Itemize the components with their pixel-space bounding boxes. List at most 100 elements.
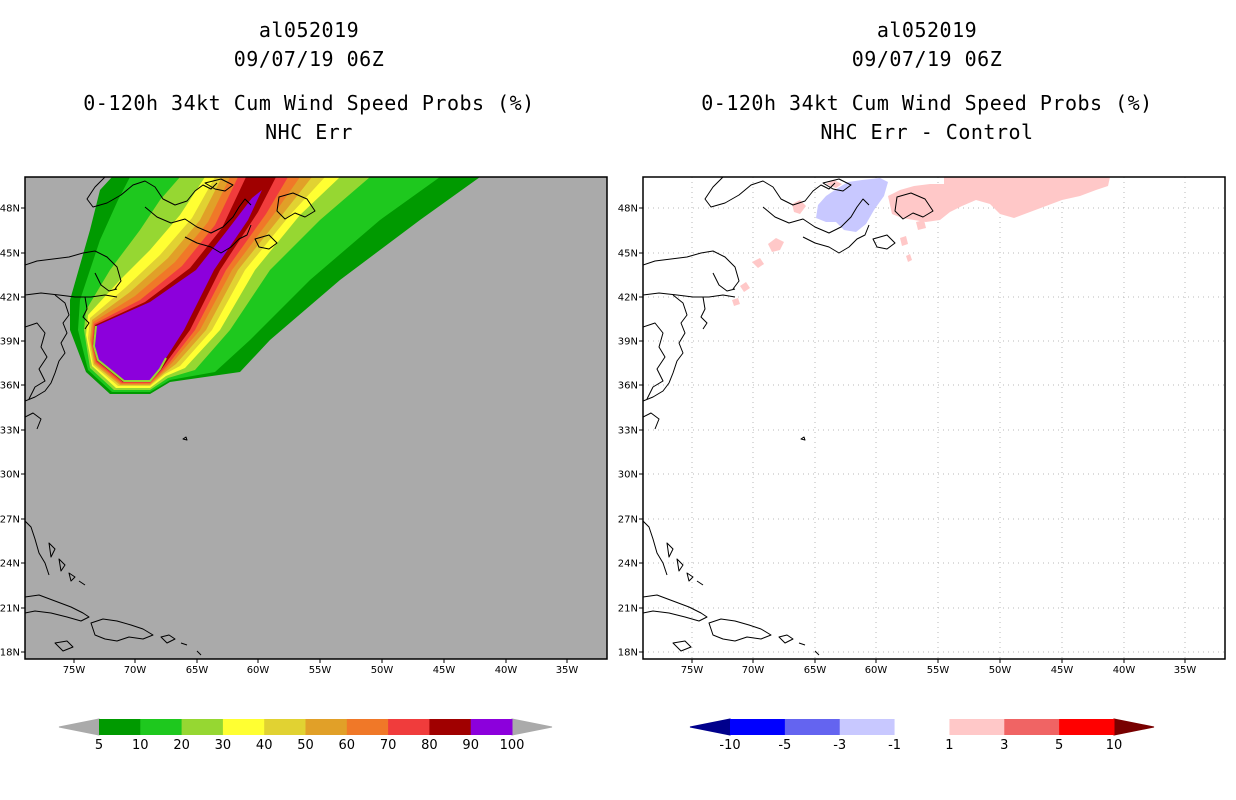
right-colorbar-label: 5: [1055, 738, 1063, 753]
left-lon-label: 55W: [309, 665, 332, 676]
right-colorbar-above-arrow: [1113, 718, 1155, 736]
left-lat-label: 24N: [0, 559, 20, 570]
right-map-background: [643, 177, 1225, 659]
right-colorbar-swatch: [784, 719, 841, 735]
left-lon-label: 65W: [186, 665, 209, 676]
right-colorbar-label: -1: [888, 738, 901, 753]
left-colorbar-label: 50: [297, 738, 314, 753]
left-datetime: 09/07/19 06Z: [233, 47, 385, 71]
right-colorbar-label: -3: [833, 738, 846, 753]
left-colorbar-label: 30: [215, 738, 232, 753]
left-lat-label: 45N: [0, 249, 20, 260]
right-lat-label: 33N: [618, 426, 638, 437]
left-colorbar-label: 60: [339, 738, 356, 753]
left-colorbar-label: 80: [421, 738, 438, 753]
left-colorbar-above-arrow: [511, 718, 553, 736]
left-colorbar-label: 20: [173, 738, 190, 753]
left-lon-label: 45W: [433, 665, 456, 676]
left-storm-id: al052019: [258, 18, 360, 42]
right-colorbar-label: 10: [1106, 738, 1123, 753]
right-colorbar-swatch: [1059, 719, 1115, 735]
left-colorbar-swatch: [140, 719, 183, 735]
left-colorbar: 5 10 20 30 40 50 60 70 80 90 100: [58, 718, 553, 753]
right-colorbar-label: 3: [1000, 738, 1008, 753]
left-colorbar-swatch: [222, 719, 265, 735]
right-colorbar-label: -5: [778, 738, 791, 753]
right-lon-label: 75W: [681, 665, 704, 676]
left-colorbar-label: 70: [380, 738, 397, 753]
left-colorbar-swatch: [429, 719, 472, 735]
left-colorbar-swatch: [388, 719, 430, 735]
right-lat-label: 24N: [618, 559, 638, 570]
right-lat-label: 21N: [618, 604, 638, 615]
right-colorbar-below-arrow: [689, 718, 731, 736]
right-lat-label: 36N: [618, 381, 638, 392]
right-colorbar-label: -10: [719, 738, 740, 753]
left-probability-field: [70, 177, 480, 394]
left-colorbar-label: 100: [500, 738, 525, 753]
left-colorbar-swatch: [264, 719, 306, 735]
right-product-title: 0-120h 34kt Cum Wind Speed Probs (%): [701, 91, 1153, 115]
left-colorbar-label: 10: [132, 738, 149, 753]
left-colorbar-below-arrow: [58, 718, 100, 736]
right-difference-field: [732, 177, 1110, 306]
right-colorbar-label: 1: [945, 738, 953, 753]
right-colorbar-swatch: [839, 719, 896, 735]
left-colorbar-label: 5: [95, 738, 103, 753]
left-colorbar-swatch: [346, 719, 389, 735]
left-lon-label: 70W: [124, 665, 147, 676]
right-lon-label: 40W: [1113, 665, 1136, 676]
right-lon-label: 70W: [742, 665, 765, 676]
right-lon-label: 50W: [989, 665, 1012, 676]
left-lon-label: 40W: [495, 665, 518, 676]
right-datetime: 09/07/19 06Z: [851, 47, 1003, 71]
right-lon-label: 65W: [804, 665, 827, 676]
right-gridlines: [643, 177, 1225, 659]
right-colorbar-swatch: [894, 719, 950, 735]
left-lon-label: 50W: [371, 665, 394, 676]
right-lat-label: 45N: [618, 249, 638, 260]
right-colorbar-swatch: [949, 719, 1005, 735]
left-colorbar-label: 40: [256, 738, 273, 753]
right-lon-label: 60W: [865, 665, 888, 676]
right-lat-label: 42N: [618, 293, 638, 304]
left-lat-label: 36N: [0, 381, 20, 392]
left-lat-label: 33N: [0, 426, 20, 437]
right-colorbar: -10 -5 -3 -1 1 3 5 10: [689, 718, 1155, 753]
right-lon-label: 55W: [927, 665, 950, 676]
right-lat-label: 39N: [618, 337, 638, 348]
left-lat-label: 48N: [0, 204, 20, 215]
left-colorbar-swatch: [99, 719, 141, 735]
right-storm-id: al052019: [876, 18, 978, 42]
left-lat-label: 30N: [0, 470, 20, 481]
right-colorbar-swatch: [1004, 719, 1060, 735]
right-map-panel: 75W 70W 65W 60W 55W 50W 45W 40W 35W 48N 45N 42N 39N 3…: [618, 176, 1226, 677]
left-map-frame: [24, 176, 608, 660]
left-colorbar-swatch: [305, 719, 348, 735]
left-lon-label: 60W: [247, 665, 270, 676]
right-lat-label: 30N: [618, 470, 638, 481]
left-lat-label: 21N: [0, 604, 20, 615]
left-subtitle: NHC Err: [265, 120, 353, 144]
left-colorbar-swatch: [181, 719, 224, 735]
right-lon-label: 45W: [1051, 665, 1074, 676]
left-lat-label: 42N: [0, 293, 20, 304]
left-axis-ticks: 75W 70W 65W 60W 55W 50W 45W 40W 35W 48N 45N 42N 39N 3…: [0, 204, 578, 677]
right-colorbar-swatch: [730, 719, 786, 735]
right-lon-label: 35W: [1174, 665, 1197, 676]
left-colorbar-swatch: [470, 719, 513, 735]
left-lat-label: 39N: [0, 337, 20, 348]
left-colorbar-label: 90: [462, 738, 479, 753]
left-lat-label: 18N: [0, 648, 20, 659]
right-map-frame: [642, 176, 1226, 660]
right-lat-label: 48N: [618, 204, 638, 215]
right-axis-ticks: 75W 70W 65W 60W 55W 50W 45W 40W 35W 48N 45N 42N 39N 3…: [618, 204, 1197, 677]
left-lon-label: 35W: [556, 665, 579, 676]
right-lat-label: 27N: [618, 515, 638, 526]
right-lat-label: 18N: [618, 648, 638, 659]
left-lat-label: 27N: [0, 515, 20, 526]
left-lon-label: 75W: [63, 665, 86, 676]
right-subtitle: NHC Err - Control: [820, 120, 1034, 144]
left-map-panel: 75W 70W 65W 60W 55W 50W 45W 40W 35W 48N 45N 42N 39N 3…: [0, 176, 608, 677]
